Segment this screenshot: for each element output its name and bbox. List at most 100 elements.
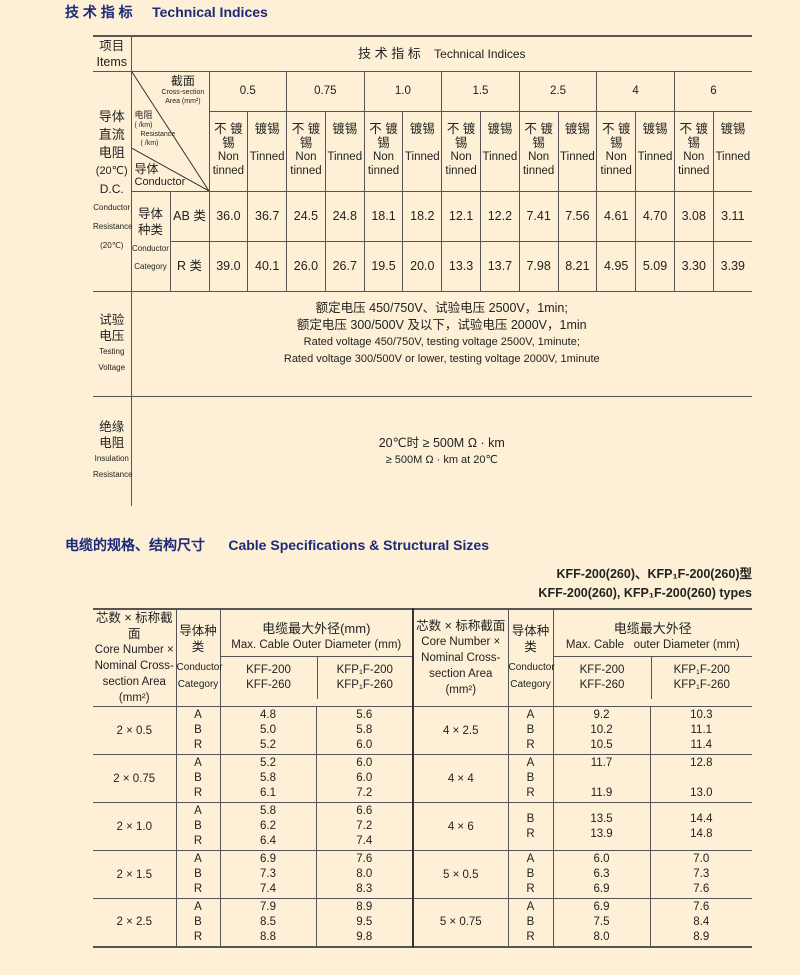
non-tinned-header: 不 镀锡 Non tinned: [208, 110, 249, 192]
kff-diameter-cell: 6.9 7.3 7.4: [219, 850, 317, 899]
dc-en-2: Resistance: [93, 221, 133, 231]
res-unit: ( /km): [134, 121, 153, 129]
cat-header-line: Category: [177, 679, 219, 690]
conductor-category: R: [526, 883, 535, 895]
kff-diameter: 10.5: [590, 739, 613, 751]
conductor-category: B: [526, 724, 535, 736]
conductor-category: B: [194, 915, 202, 928]
kfp-diameter-cell: 12.8 13.0: [649, 754, 753, 803]
resistance-value: 13.7: [479, 240, 520, 292]
kff-diameter: 10.2: [590, 724, 613, 736]
conductor-category: R: [526, 787, 535, 799]
cat-zh2: 种类: [137, 223, 163, 237]
res-en: Resistance: [140, 130, 176, 138]
spec-data-row: 2 × 1.0 A B R 5.8 6.2 6.4 6.6 7.2 7.4 4 × 6 B R 13.5 1…: [93, 802, 753, 851]
resistance-value: 4.95: [596, 240, 637, 292]
spec-header-row: 芯数 × 标称截面 Core Number × Nominal Cross-sect…: [93, 608, 753, 707]
non-tinned-zh1: 不 镀: [446, 121, 476, 136]
category-header: 导体种类 Conductor Category: [175, 608, 223, 707]
non-tinned-zh2: 锡: [687, 135, 701, 150]
kff-diameter-cell: 4.8 5.0 5.2: [219, 706, 317, 755]
area-1.0: 1.0: [363, 70, 443, 112]
tinned-header: 镀锡 Tinned: [557, 110, 598, 192]
tinned-header: 镀锡 Tinned: [324, 110, 365, 192]
conductor-category: A: [194, 805, 202, 817]
kfp-diameter: 7.0: [693, 853, 710, 865]
non-tinned-en1: Non: [605, 150, 627, 163]
conductor-category: A: [526, 900, 535, 913]
core-header-line: section Area: [429, 668, 493, 680]
kfp-diameter: 6.0: [356, 757, 373, 769]
area-6: 6: [673, 70, 753, 112]
non-tinned-zh2: 锡: [377, 135, 390, 150]
header-zh: 技 术 指 标: [357, 45, 421, 61]
cat-header-line: 导体种: [179, 624, 217, 638]
non-tinned-zh1: 不 镀: [369, 121, 398, 136]
resistance-value: 5.09: [635, 240, 675, 292]
resistance-value: 7.56: [557, 190, 598, 242]
ab-row: 导体 种类 Conductor Category AB 类 36.0 36.7 24.5 2…: [93, 190, 753, 292]
tinned-en: Tinned: [715, 150, 751, 163]
tinned-zh: 镀锡: [254, 121, 280, 136]
non-tinned-header: 不 镀锡 Non tinned: [673, 110, 714, 192]
non-tinned-en1: Non: [217, 150, 239, 163]
kfp-diameter: 14.8: [690, 827, 713, 840]
conductor-category: A: [194, 709, 202, 721]
conductor-category: B: [194, 772, 202, 784]
kff-diameter: 5.0: [260, 724, 276, 736]
kff-diameter: 13.5: [590, 812, 613, 825]
non-tinned-en1: Non: [528, 150, 550, 163]
kfp-diameter: 7.4: [356, 835, 373, 847]
dc-zh-0: 导体: [98, 108, 125, 124]
resistance-value: 26.0: [286, 240, 326, 292]
tinned-zh: 镀锡: [642, 121, 668, 136]
non-tinned-header: 不 镀锡 Non tinned: [518, 110, 559, 192]
tv-line-1: 额定电压 300/500V 及以下，试验电压 2000V，1min: [296, 317, 587, 332]
core-size: 4 × 2.5: [412, 706, 509, 755]
kff-diameter-cell: 5.2 5.8 6.1: [219, 754, 317, 803]
items-zh: 项目: [99, 38, 125, 53]
kff-diameter-cell: 5.8 6.2 6.4: [219, 802, 317, 851]
area-zh: 截面: [170, 73, 195, 88]
conductor-category: A: [526, 709, 535, 721]
area-4: 4: [596, 70, 675, 112]
diagonal-header-cell: 截面 Cross-section Area (mm²) 电阻( /km) Resist…: [130, 70, 210, 192]
core-size: 2 × 0.75: [93, 754, 177, 803]
non-tinned-header: 不 镀锡 Non tinned: [441, 110, 481, 192]
resistance-value: 39.0: [208, 240, 249, 292]
cat-header-line: Conductor: [508, 662, 555, 673]
kfp-diameter: 14.4: [690, 812, 713, 825]
kff-diameter: 7.9: [260, 900, 276, 913]
ins-en1: Resistance: [93, 470, 133, 480]
kff-model: KFF-260: [246, 679, 291, 691]
kfp-diameter-cell: 6.6 7.2 7.4: [315, 802, 415, 851]
plating-row: 不 镀锡 Non tinned 镀锡 Tinned 不 镀锡 Non tinned 镀锡 Tinn…: [93, 110, 753, 192]
dc-resistance-label: 导体 直流 电阻 (20℃) D.C. Conductor Resistance (20℃): [93, 70, 133, 292]
kfp-diameter: 5.8: [356, 724, 373, 736]
cat-header-line: Category: [510, 679, 551, 690]
non-tinned-zh1: 不 镀: [524, 121, 553, 136]
testing-voltage-row: 试验 电压 Testing Voltage 额定电压 450/750V、试验电压 25…: [93, 290, 753, 397]
resistance-value: 36.0: [208, 190, 249, 242]
kff-header: KFF-200 KFF-260: [221, 657, 318, 699]
area-en2: Area (mm²): [165, 97, 201, 105]
types-caption: KFF-200(260)、KFP₁F-200(260)型 KFF-200(260)…: [538, 565, 752, 603]
diameter-header-group: 电缆最大外径 Max. Cable outer Diameter (mm) KFF-…: [552, 608, 753, 707]
kfp-diameter: 6.0: [356, 772, 373, 784]
conductor-category-label: 导体 种类 Conductor Category: [130, 190, 171, 292]
tv-line-0: 额定电压 450/750V、试验电压 2500V，1min;: [315, 300, 568, 315]
kfp-diameter-cell: 7.6 8.4 8.9: [649, 898, 753, 947]
conductor-category: R: [193, 930, 203, 943]
core-size: 2 × 0.5: [93, 706, 177, 755]
ins-line-0: 20℃时 ≥ 500M Ω · km: [378, 436, 505, 451]
resistance-value: 3.39: [712, 240, 753, 292]
tinned-header: 镀锡 Tinned: [247, 110, 288, 192]
non-tinned-en2: tinned: [445, 164, 477, 177]
core-header-line: (mm²): [118, 692, 150, 704]
resistance-value: 40.1: [247, 240, 288, 292]
tinned-header: 镀锡 Tinned: [402, 110, 443, 192]
